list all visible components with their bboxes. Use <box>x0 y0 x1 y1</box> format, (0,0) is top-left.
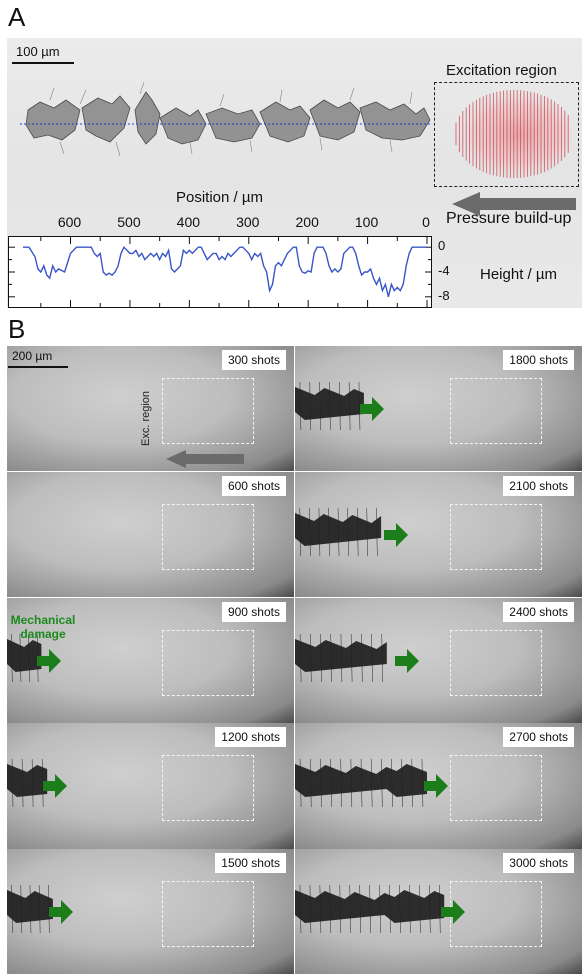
excitation-fringe-pattern <box>450 90 572 178</box>
green-arrow <box>441 900 466 925</box>
frame-excitation-box <box>450 629 542 696</box>
scalebar-200um-label: 200 µm <box>12 349 53 363</box>
excitation-region-label: Excitation region <box>446 62 557 79</box>
position-tick-label: 600 <box>57 214 82 230</box>
scalebar-100um <box>12 62 74 64</box>
damage-track <box>295 381 364 431</box>
damage-track-image <box>20 81 431 157</box>
mechanical-damage-label: Mechanical damage <box>8 613 78 641</box>
position-tick-label: 0 <box>422 214 430 230</box>
green-arrow <box>37 648 62 673</box>
height-axis-label: Height / µm <box>480 266 557 283</box>
height-profile-line <box>23 245 427 297</box>
pressure-arrow-b <box>166 450 244 468</box>
shots-label: 300 shots <box>221 350 286 370</box>
micrograph-frame: 3000 shots <box>295 849 582 975</box>
height-profile-chart <box>8 236 432 308</box>
frame-excitation-box <box>162 378 254 444</box>
green-arrow <box>395 648 420 673</box>
shots-label: 2700 shots <box>503 727 574 748</box>
frame-excitation-box <box>162 881 254 948</box>
micrograph-frame: 1800 shots <box>295 346 582 472</box>
position-tick-label: 500 <box>117 214 141 230</box>
position-axis-label: Position / µm <box>176 189 264 206</box>
green-arrow <box>424 774 449 799</box>
pressure-arrow <box>452 192 576 216</box>
frame-excitation-box <box>450 755 542 822</box>
damage-track <box>7 885 53 934</box>
frame-excitation-box <box>162 755 254 822</box>
frame-excitation-box <box>162 503 254 570</box>
mech-label-line1: Mechanical <box>10 613 76 627</box>
micrograph-frame: 1200 shots <box>7 723 294 849</box>
shots-label: 900 shots <box>221 601 286 622</box>
damage-track <box>295 633 387 682</box>
green-arrow <box>43 774 68 799</box>
shots-label: 2400 shots <box>503 601 574 622</box>
height-profile-plot <box>9 237 431 307</box>
micrograph-frame: 2100 shots <box>295 471 582 598</box>
green-arrow <box>359 397 384 421</box>
frame-excitation-box <box>450 378 542 444</box>
mech-label-line2: damage <box>20 627 66 641</box>
frame-excitation-box <box>450 503 542 570</box>
shots-label: 1200 shots <box>215 727 286 748</box>
exc-region-label: Exc. region <box>140 390 152 446</box>
micrograph-frame: 900 shots <box>7 597 294 723</box>
scalebar-100um-label: 100 µm <box>16 44 60 59</box>
micrograph-frame: 2700 shots <box>295 723 582 849</box>
damage-track <box>295 885 445 934</box>
green-arrow <box>383 522 408 547</box>
panel-a-letter: A <box>8 2 26 32</box>
panel-b-letter: B <box>8 314 26 344</box>
damage-track <box>295 759 427 808</box>
height-tick-label: -4 <box>438 263 450 278</box>
micrograph-frame: 600 shots <box>7 471 294 598</box>
pressure-buildup-label: Pressure build-up <box>446 210 572 227</box>
shots-label: 1500 shots <box>215 853 286 874</box>
position-tick-label: 300 <box>236 214 260 230</box>
position-tick-label: 100 <box>354 214 379 230</box>
damage-track <box>7 759 48 808</box>
frame-excitation-box <box>162 629 254 696</box>
shots-label: 2100 shots <box>503 475 574 496</box>
green-arrow <box>48 900 73 925</box>
position-tick-label: 200 <box>295 214 319 230</box>
shots-label: 3000 shots <box>503 853 574 874</box>
height-tick-label: 0 <box>438 238 446 254</box>
damage-track <box>295 507 382 556</box>
position-tick-label: 400 <box>176 214 201 230</box>
height-tick-label: -8 <box>438 287 450 303</box>
shots-label: 600 shots <box>221 475 286 496</box>
excitation-region-box <box>434 82 579 187</box>
micrograph-frame: 2400 shots <box>295 597 582 723</box>
micrograph-frame: 1500 shots <box>7 849 294 975</box>
shots-label: 1800 shots <box>503 350 574 370</box>
scalebar-200um <box>8 366 68 368</box>
